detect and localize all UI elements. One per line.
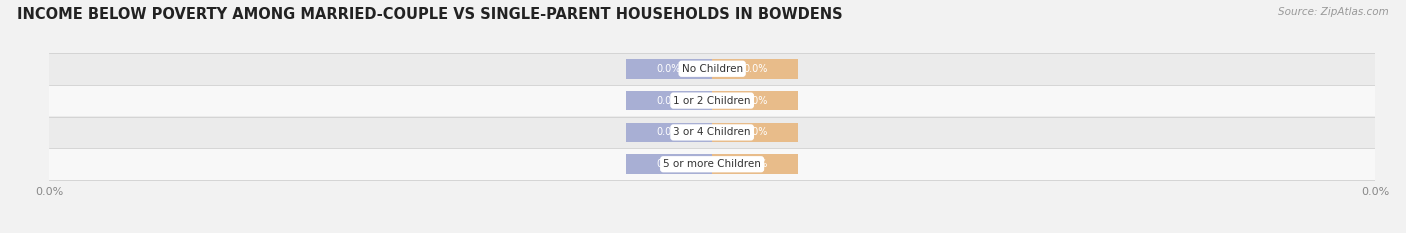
Text: No Children: No Children	[682, 64, 742, 74]
Text: 0.0%: 0.0%	[742, 64, 768, 74]
Bar	[0, 53, 1406, 85]
Text: 0.0%: 0.0%	[742, 127, 768, 137]
Text: 0.0%: 0.0%	[742, 159, 768, 169]
Text: INCOME BELOW POVERTY AMONG MARRIED-COUPLE VS SINGLE-PARENT HOUSEHOLDS IN BOWDENS: INCOME BELOW POVERTY AMONG MARRIED-COUPL…	[17, 7, 842, 22]
Bar	[626, 123, 713, 142]
Text: 3 or 4 Children: 3 or 4 Children	[673, 127, 751, 137]
Text: Source: ZipAtlas.com: Source: ZipAtlas.com	[1278, 7, 1389, 17]
Text: 0.0%: 0.0%	[657, 127, 682, 137]
Bar	[0, 148, 1406, 180]
Text: 5 or more Children: 5 or more Children	[664, 159, 761, 169]
Bar	[713, 91, 799, 110]
Bar	[713, 59, 799, 79]
Bar	[626, 59, 713, 79]
Bar	[713, 154, 799, 174]
Text: 0.0%: 0.0%	[657, 96, 682, 106]
Bar	[713, 123, 799, 142]
Bar	[0, 116, 1406, 148]
Bar	[626, 154, 713, 174]
Text: 1 or 2 Children: 1 or 2 Children	[673, 96, 751, 106]
Bar	[626, 91, 713, 110]
Bar	[0, 85, 1406, 116]
Text: 0.0%: 0.0%	[657, 64, 682, 74]
Text: 0.0%: 0.0%	[742, 96, 768, 106]
Text: 0.0%: 0.0%	[657, 159, 682, 169]
